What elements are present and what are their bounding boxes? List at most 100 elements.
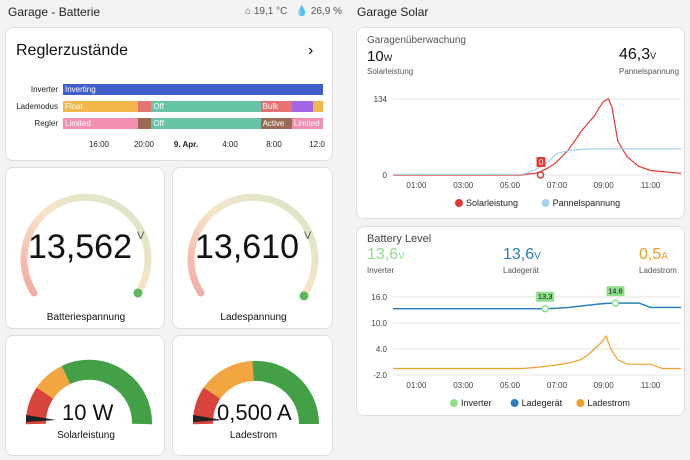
legend-dot	[576, 399, 585, 407]
x-tick-label: 05:00	[500, 181, 521, 190]
charge-voltage-gauge-card[interactable]: 13,610 V Ladespannung	[172, 167, 333, 329]
x-tick-label: 07:00	[547, 381, 568, 390]
legend-label[interactable]: Pannelspannung	[553, 198, 621, 208]
gauge-unit: V	[304, 230, 312, 242]
x-tick-label: 03:00	[453, 181, 474, 190]
x-tick-label: 07:00	[547, 181, 568, 190]
legend-label[interactable]: Inverter	[461, 398, 492, 408]
legend-dot	[450, 399, 458, 407]
timeline-segment[interactable]	[138, 101, 152, 112]
timeline-segment[interactable]: Inverting	[63, 84, 323, 95]
legend-dot	[541, 199, 550, 207]
data-point-marker[interactable]	[541, 304, 549, 313]
stat-value: 46,3	[619, 46, 651, 63]
header-sensors: ⌂ 19,1 °C 💧 26,9 %	[245, 6, 342, 17]
panel-voltage-stat: 46,3V	[619, 46, 656, 64]
battery-level-card[interactable]: Battery Level 16.0 10.0 4.0 -2.0 01:00 03:00 0…	[356, 226, 685, 416]
humidity-icon: 💧	[295, 6, 309, 17]
battery-stat-label: Ladegerät	[503, 266, 540, 275]
solar-power-meter-card[interactable]: 10 W Solarleistung	[5, 335, 165, 456]
series-line	[393, 148, 681, 175]
timeline-tick-label: 9. Apr.	[173, 140, 199, 149]
legend-label[interactable]: Solarleistung	[466, 198, 518, 208]
temperature-value: 19,1 °C	[253, 6, 288, 17]
battery-chart: 16.0 10.0 4.0 -2.0 01:00 03:00 05:00 07:00 09:00…	[371, 286, 681, 408]
gauge-value: 13,562	[28, 228, 132, 266]
solar-power-meter	[26, 359, 152, 425]
legend-label[interactable]: Ladegerät	[522, 398, 563, 408]
y-tick-label: 4.0	[376, 345, 388, 354]
battery-stat-label: Ladestrom	[639, 266, 677, 275]
battery-stat-value: 13,6V	[503, 246, 541, 263]
legend-label[interactable]: Ladestrom	[587, 398, 630, 408]
gauge-label: Ladespannung	[220, 312, 287, 323]
x-tick-label: 03:00	[453, 381, 474, 390]
x-tick-label: 11:00	[641, 181, 661, 190]
charge-current-meter	[193, 360, 320, 425]
battery-stat-value: 0,5A	[639, 246, 668, 263]
value-badge	[606, 286, 625, 297]
series-line	[393, 98, 682, 176]
series-line	[393, 302, 681, 310]
x-tick-label: 01:00	[406, 181, 427, 190]
charge-current-meter-card[interactable]: 0,500 A Ladestrom	[172, 335, 333, 456]
value-badge-text: 14,6	[608, 287, 623, 296]
data-point-marker[interactable]	[611, 299, 620, 307]
meter-needle	[193, 415, 223, 422]
timeline-tick-label: 16:00	[88, 140, 110, 149]
stat-label: Pannelspannung	[619, 67, 680, 76]
series-line	[393, 334, 681, 370]
battery-stat-label: Inverter	[367, 266, 395, 275]
state-timeline: Inverter Inverting Lademodus Float Off Bulk Re…	[6, 84, 332, 154]
gauge-value: 13,610	[195, 228, 299, 266]
gauge-needle-dot	[299, 291, 309, 301]
battery-voltage-gauge-card[interactable]: 13,562 V Batteriespannung	[5, 167, 165, 329]
meter-value: 0,500 A	[217, 400, 292, 425]
x-tick-label: 11:00	[641, 381, 661, 390]
card-title: Garagenüberwachung	[367, 35, 466, 46]
meter-label: Ladestrom	[229, 430, 278, 441]
gauge-needle-dot	[133, 288, 143, 298]
timeline-segment[interactable]: Off	[151, 118, 261, 129]
timeline-segment[interactable]: Off	[151, 101, 261, 112]
marker-badge	[536, 157, 546, 167]
humidity-value: 26,9 %	[310, 6, 343, 17]
y-tick-label: -2.0	[373, 371, 387, 380]
gauge-unit: V	[137, 230, 145, 242]
x-tick-label: 01:00	[406, 381, 427, 390]
value-badge-text: 13,3	[538, 292, 553, 301]
stat-unit: W	[383, 53, 393, 63]
meter-value: 10 W	[62, 400, 114, 425]
stat-label: Solarleistung	[367, 67, 414, 76]
timeline-segment[interactable]: Bulk	[260, 101, 292, 112]
timeline-segment[interactable]: Active	[260, 118, 292, 129]
card-title: Battery Level	[367, 233, 432, 245]
timeline-tick-label: 20:00	[133, 140, 155, 149]
solar-monitor-card[interactable]: Garagenüberwachung 10W Solarleistung 46,…	[356, 27, 685, 219]
timeline-segment[interactable]: Limited	[291, 118, 323, 129]
stat-value: 10	[367, 48, 384, 65]
y-tick-label: 16.0	[371, 293, 387, 302]
timeline-segment[interactable]	[291, 101, 313, 112]
y-tick-label: 134	[374, 95, 388, 104]
timeline-tick-label: 8:00	[266, 140, 282, 149]
value-badge	[536, 291, 555, 302]
gauge-label: Batteriespannung	[46, 312, 126, 323]
controller-state-card[interactable]: Reglerzustände › Inverter Inverting Lademo…	[5, 27, 333, 161]
timeline-segment[interactable]: Float	[63, 101, 139, 112]
meter-label: Solarleistung	[57, 430, 115, 441]
legend-dot	[510, 399, 519, 407]
solar-chart: 0 134 01:00 03:00 05:00 07:00 09:00 11:00 Solarl…	[374, 95, 682, 208]
timeline-segment[interactable]	[312, 101, 323, 112]
timeline-row-label: Lademodus	[16, 102, 58, 111]
x-tick-label: 05:00	[500, 381, 521, 390]
right-section-title: Garage Solar	[357, 5, 429, 19]
left-section-title: Garage - Batterie	[8, 5, 101, 19]
timeline-tick-label: 12:0	[309, 140, 325, 149]
timeline-segment[interactable]	[138, 118, 152, 129]
timeline-segment[interactable]: Limited	[63, 118, 139, 129]
chevron-right-icon[interactable]: ›	[308, 42, 314, 59]
data-point-marker[interactable]	[536, 171, 545, 179]
x-tick-label: 09:00	[594, 181, 615, 190]
charge-voltage-gauge	[187, 193, 319, 301]
